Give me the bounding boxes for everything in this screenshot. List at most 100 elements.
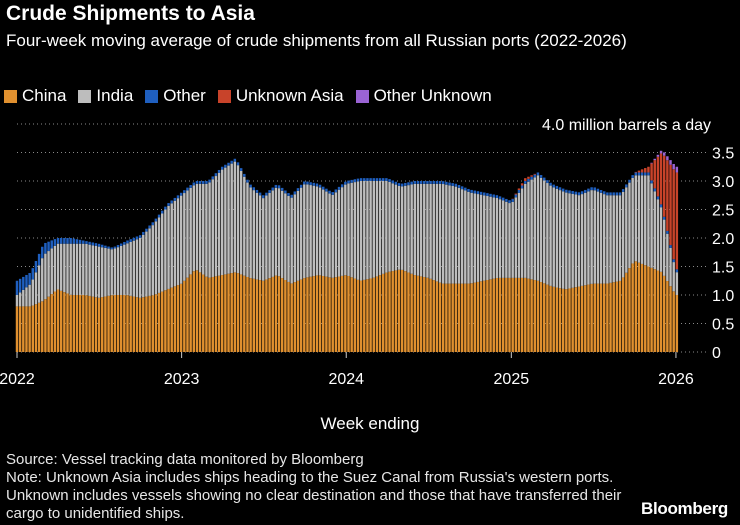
- bar-segment-china: [290, 283, 293, 352]
- bar-segment-india: [34, 272, 38, 305]
- bar-segment-india: [407, 185, 410, 273]
- bar-segment-china: [612, 282, 615, 352]
- bar-segment-other: [66, 238, 69, 244]
- bar-segment-china: [382, 273, 385, 352]
- bar-segment-india: [192, 185, 196, 272]
- bar-segment-india: [382, 181, 385, 274]
- bar-segment-india: [404, 185, 407, 272]
- bar-segment-other: [41, 246, 44, 259]
- bar-segment-india: [186, 190, 189, 278]
- bar-segment-china: [561, 288, 565, 352]
- bar-segment-unknown-asia: [659, 153, 663, 205]
- bar-segment-other: [340, 184, 344, 188]
- bar-segment-other: [186, 187, 189, 191]
- legend-swatch-other: [145, 89, 159, 103]
- bar-segment-china: [489, 279, 492, 352]
- bar-segment-india: [299, 187, 303, 280]
- bar-segment-india: [318, 187, 322, 276]
- bar-segment-other: [75, 239, 79, 244]
- bar-segment-india: [284, 193, 287, 281]
- bar-segment-india: [489, 196, 492, 280]
- bar-segment-china: [391, 271, 394, 352]
- bar-segment-india: [85, 243, 88, 296]
- bar-segment-china: [119, 295, 123, 352]
- bar-segment-unknown-asia: [640, 169, 644, 173]
- bar-segment-china: [82, 295, 85, 352]
- bar-segment-china: [142, 297, 145, 352]
- bar-segment-other: [666, 230, 669, 234]
- bar-segment-india: [530, 179, 533, 280]
- bar-segment-india: [145, 231, 148, 297]
- bar-segment-other: [22, 276, 25, 290]
- bar-segment-india: [142, 234, 145, 298]
- bar-segment-india: [296, 190, 300, 281]
- legend-item-other-unknown: Other Unknown: [355, 86, 492, 106]
- bar-segment-india: [501, 200, 505, 278]
- bar-segment-other: [44, 242, 47, 254]
- bar-segment-other: [78, 239, 82, 244]
- bar-segment-china: [366, 279, 369, 352]
- bar-segment-china: [318, 275, 322, 352]
- bar-segment-other: [50, 240, 53, 249]
- bar-segment-other: [94, 243, 98, 246]
- bar-segment-china: [28, 306, 31, 352]
- bar-segment-other: [413, 181, 417, 184]
- bar-segment-china: [31, 305, 35, 352]
- bar-segment-china: [135, 297, 139, 352]
- bar-segment-india: [274, 187, 278, 276]
- bar-segment-china: [227, 273, 230, 352]
- bar-segment-china: [539, 282, 543, 352]
- bar-segment-other: [467, 188, 470, 192]
- bar-segment-other: [176, 195, 180, 199]
- bar-segment-india: [631, 177, 634, 264]
- bar-segment-other: [419, 181, 423, 184]
- bar-segment-other: [82, 240, 85, 244]
- bar-segment-india: [22, 289, 25, 307]
- bar-segment-china: [552, 286, 555, 352]
- bar-segment-china: [549, 285, 552, 352]
- bar-segment-china: [129, 295, 132, 352]
- bar-segment-other: [195, 181, 199, 184]
- x-tick-label: 2022: [0, 371, 35, 388]
- bar-segment-india: [233, 161, 237, 273]
- bar-segment-other: [309, 182, 312, 186]
- bar-segment-china: [498, 277, 502, 352]
- bar-segment-india: [539, 177, 543, 283]
- legend-label-china: China: [22, 86, 67, 105]
- bar-segment-india: [603, 194, 606, 284]
- bar-segment-other: [293, 191, 297, 195]
- bar-segment-china: [173, 286, 177, 352]
- bar-segment-china: [309, 276, 312, 352]
- bar-segment-other: [492, 194, 495, 198]
- bar-segment-china: [66, 293, 69, 352]
- bar-segment-other: [659, 204, 663, 208]
- bar-segment-china: [407, 272, 410, 352]
- bar-segment-india: [520, 188, 524, 278]
- y-tick-label: 0.5: [712, 317, 734, 334]
- bar-segment-india: [72, 243, 76, 295]
- bar-segment-other: [596, 188, 600, 192]
- bar-segment-other: [208, 179, 211, 183]
- bar-segment-other: [211, 176, 214, 180]
- bar-segment-other: [517, 190, 521, 193]
- bar-segment-india: [356, 181, 360, 280]
- bar-segment-other: [410, 181, 413, 185]
- bar-segment-india: [492, 197, 495, 279]
- bar-segment-china: [543, 283, 546, 352]
- bar-segment-other: [524, 181, 527, 184]
- bar-segment-china: [404, 271, 407, 352]
- bar-segment-india: [464, 190, 467, 284]
- bar-segment-china: [50, 294, 53, 352]
- bar-segment-china: [558, 288, 562, 352]
- legend-item-other: Other: [145, 86, 206, 106]
- bar-segment-other: [454, 183, 458, 187]
- bar-segment-india: [577, 195, 581, 287]
- bar-segment-china: [344, 275, 347, 352]
- bar-segment-china: [625, 272, 628, 352]
- x-tick-label: 2025: [494, 371, 530, 388]
- bar-segment-china: [621, 277, 625, 352]
- bar-segment-china: [334, 277, 338, 352]
- bar-segment-other: [249, 184, 252, 188]
- bar-segment-india: [644, 175, 647, 266]
- bar-segment-other: [325, 188, 328, 192]
